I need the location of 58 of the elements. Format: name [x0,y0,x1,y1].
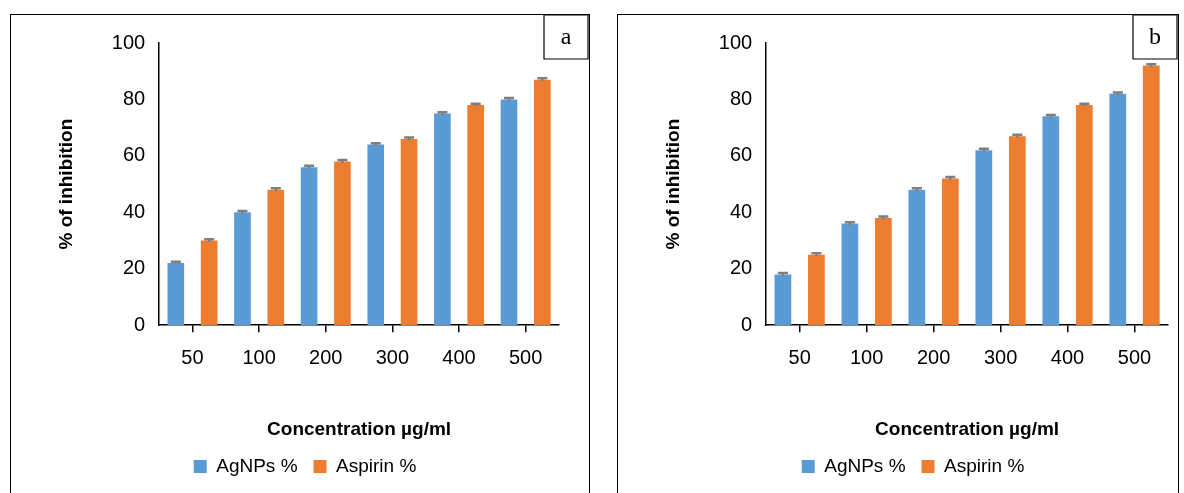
y-tick-label: 40 [122,199,146,222]
x-axis-title: Concentration µg/ml [875,417,1060,439]
bar [1142,65,1160,326]
bar [1042,116,1060,326]
y-tick-label: 80 [122,86,146,109]
bar [875,217,892,326]
x-tick-label: 100 [242,345,276,368]
y-tick-label: 100 [718,30,753,53]
x-tick-label: 400 [1050,345,1085,368]
bar [334,161,351,326]
bar [908,189,926,326]
y-tick-label: 80 [729,86,753,109]
bar [234,212,251,326]
bar [200,240,218,326]
x-tick-label: 50 [181,345,204,368]
legend-label: Aspirin % [944,454,1025,476]
y-axis-title: % of inhibition [54,118,76,250]
bar [534,79,551,326]
y-tick-label: 20 [729,256,753,279]
text: a [560,23,572,50]
x-tick-label: 200 [916,345,951,368]
y-tick-label: 40 [729,199,753,222]
legend-label: AgNPs % [824,454,906,476]
y-tick-label: 60 [122,143,146,166]
y-axis-title: % of inhibition [661,118,683,250]
bar [808,254,825,326]
x-tick-label: 400 [442,345,476,368]
legend-label: AgNPs % [216,454,298,476]
bar [367,144,385,326]
bar [500,99,518,326]
bar [1008,136,1026,326]
bar [167,263,185,326]
x-tick-label: 50 [788,345,811,368]
bar [975,150,993,326]
bar [1109,93,1127,326]
bar [941,178,959,326]
y-tick-label: 0 [134,312,146,335]
x-tick-label: 100 [849,345,884,368]
bar [400,138,418,326]
bar [1075,105,1093,326]
y-tick-label: 0 [741,312,753,335]
bar [434,113,451,326]
bar [300,167,318,326]
x-tick-label: 500 [1117,345,1152,368]
annotation: b [1149,23,1161,50]
bar [267,189,285,326]
x-tick-label: 300 [375,345,410,368]
y-tick-label: 100 [111,30,146,53]
bar [774,274,792,326]
x-tick-label: 300 [983,345,1018,368]
bar [841,223,859,326]
bar [467,105,485,326]
y-tick-label: 20 [122,256,146,279]
y-tick-label: 60 [729,143,753,166]
x-axis-title: Concentration µg/ml [267,417,452,439]
x-tick-label: 200 [309,345,343,368]
legend-label: Aspirin % [336,454,417,476]
x-tick-label: 500 [508,345,543,368]
